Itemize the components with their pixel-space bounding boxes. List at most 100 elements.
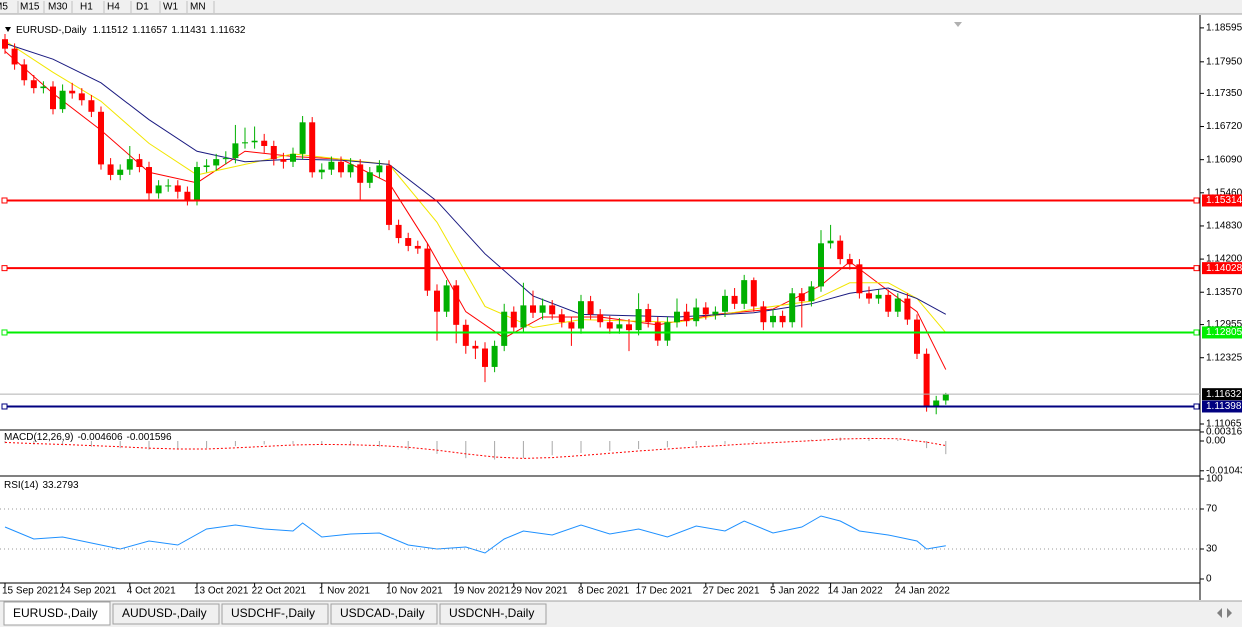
rsi-label: RSI(14) (4, 480, 38, 491)
close-value: 1.11632 (210, 25, 246, 36)
timeframe-button[interactable]: D1 (136, 2, 149, 13)
moving-average (4, 40, 947, 334)
level-handle[interactable] (1193, 197, 1200, 204)
candle-body (366, 172, 373, 183)
candle-body (126, 159, 133, 170)
timeframe-button[interactable]: H1 (80, 2, 93, 13)
candle-body (846, 259, 853, 265)
candle-body (549, 305, 556, 315)
level-handle[interactable] (1, 403, 8, 410)
candle-body (222, 158, 229, 160)
timeframe-button[interactable]: M5 (0, 2, 8, 13)
candle-body (2, 39, 8, 49)
timeframe-button[interactable]: M30 (48, 2, 68, 13)
tab-label[interactable]: EURUSD-,Daily (13, 606, 98, 620)
candle-body (827, 240, 834, 244)
candle-body (674, 311, 680, 323)
tab[interactable] (330, 603, 438, 625)
tab[interactable] (221, 603, 329, 625)
candle-body (616, 324, 623, 329)
level-handle[interactable] (1, 329, 8, 336)
candle-body (597, 314, 604, 323)
candle-body (894, 298, 901, 312)
candle-body (654, 322, 661, 341)
candle-body (866, 293, 872, 299)
timeframe-button[interactable]: W1 (163, 2, 178, 13)
plot-area (2, 33, 949, 554)
timeframe-button[interactable]: H4 (107, 2, 120, 13)
candle-body (309, 122, 316, 173)
candle-body (693, 307, 700, 322)
level-price-label: 1.15314 (1206, 195, 1242, 206)
chart-header: EURUSD-,Daily 1.11512 1.11657 1.11431 1.1163… (16, 25, 246, 36)
level-price-box (1202, 262, 1242, 275)
candle-body (914, 319, 920, 354)
candle-body (69, 90, 76, 94)
candle-body (712, 311, 719, 315)
candle-body (856, 264, 863, 294)
x-tick-label: 10 Nov 2021 (386, 586, 443, 597)
candle-body (722, 295, 728, 312)
x-tick-label: 13 Oct 2021 (194, 586, 249, 597)
y-tick-label: 1.14830 (1206, 221, 1242, 232)
candle-body (760, 306, 767, 323)
level-handle[interactable] (1193, 265, 1200, 272)
candle-body (875, 294, 882, 299)
candle-body (578, 301, 584, 329)
x-tick-label: 22 Oct 2021 (252, 586, 307, 597)
candle-body (184, 191, 191, 202)
y-tick-label: 1.13570 (1206, 287, 1242, 298)
symbol-menu-arrow[interactable] (5, 27, 11, 32)
candle-body (491, 345, 498, 367)
macd-label: MACD(12,26,9) (4, 432, 73, 443)
level-handle[interactable] (1193, 329, 1200, 336)
x-tick-label: 8 Dec 2021 (578, 586, 630, 597)
y-tick-label: 100 (1206, 474, 1223, 485)
candle-body (702, 307, 709, 315)
timeframe-button[interactable]: MN (190, 2, 206, 13)
candle-body (50, 86, 56, 110)
tab-label[interactable]: USDCHF-,Daily (231, 606, 315, 620)
y-tick-label: 0.003165 (1206, 427, 1242, 438)
tab[interactable] (112, 603, 220, 625)
candle-body (414, 245, 421, 249)
candle-body (482, 348, 488, 367)
candle-body (40, 86, 47, 89)
tab-label[interactable]: AUDUSD-,Daily (122, 606, 207, 620)
open-value: 1.11512 (93, 25, 129, 36)
y-tick-label: 0 (1206, 574, 1212, 585)
current-price-box (1202, 388, 1242, 401)
candle-body (270, 145, 277, 160)
candle-body (770, 315, 776, 323)
candle-body (107, 164, 114, 175)
candle-body (395, 224, 402, 239)
timeframe-button[interactable]: M15 (20, 2, 40, 13)
y-tick-label: 1.12955 (1206, 319, 1242, 330)
tab-label[interactable]: USDCAD-,Daily (340, 606, 425, 620)
candle-body (635, 309, 642, 331)
candle-body (808, 286, 815, 302)
level-handle[interactable] (1, 265, 8, 272)
candle-body (789, 293, 796, 323)
candle-body (98, 111, 104, 165)
rsi-header: RSI(14) 33.2793 (4, 480, 79, 491)
candle-body (942, 394, 949, 401)
level-price-label: 1.12805 (1206, 327, 1242, 338)
candle-body (242, 142, 248, 144)
tab-label[interactable]: USDCNH-,Daily (449, 606, 534, 620)
candle-body (338, 161, 344, 173)
candle-body (357, 164, 364, 183)
x-tick-label: 1 Nov 2021 (319, 586, 371, 597)
candle-body (261, 140, 268, 146)
tab-scroll-right[interactable] (1227, 608, 1232, 618)
tab[interactable] (3, 601, 111, 626)
x-tick-label: 5 Jan 2022 (770, 586, 820, 597)
tab-scroll-left[interactable] (1217, 608, 1222, 618)
candle-body (741, 280, 748, 304)
level-handle[interactable] (1, 197, 8, 204)
y-tick-label: -0.01043 (1206, 465, 1242, 476)
candle-body (885, 294, 892, 312)
level-handle[interactable] (1193, 403, 1200, 410)
tab[interactable] (439, 603, 547, 625)
candle-body (117, 169, 124, 175)
